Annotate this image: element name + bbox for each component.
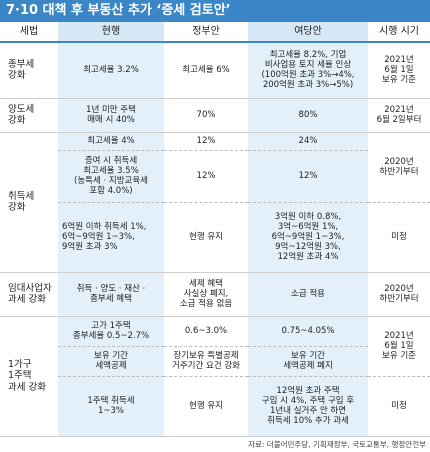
header-ruling-party: 여당안 xyxy=(248,22,368,43)
cell-ruling-party: 12억원 초과 주택 구입 시 4%, 주택 구입 후 1년내 실거주 안 하면 취득… xyxy=(248,376,368,437)
cell-effective: 미정 xyxy=(368,376,430,437)
cell-government: 0.6~3.0% xyxy=(164,316,248,347)
cell-effective: 2021년 6월 1일 보유 기준 xyxy=(368,316,430,377)
header-current: 현행 xyxy=(58,22,164,43)
cell-ruling-party: 소급 적용 xyxy=(248,272,368,317)
header-government: 정부안 xyxy=(164,22,248,43)
cell-ruling-party: 80% xyxy=(248,98,368,133)
table-row: 양도세 강화 1년 미만 주택 매매 시 40% 70% 80% 2021년 6월 2… xyxy=(0,98,430,133)
page-title: 7·10 대책 후 부동산 추가 ‘증세 검토안’ xyxy=(0,0,430,22)
cell-current: 취득 · 양도 · 재산 · 종부세 혜택 xyxy=(58,272,164,317)
row-label-one-house: 1가구 1주택 과세 강화 xyxy=(0,316,58,437)
cell-current: 최고세율 3.2% xyxy=(58,42,164,99)
cell-effective: 2020년 하반기부터 xyxy=(368,272,430,317)
cell-effective: 미정 xyxy=(368,202,430,273)
cell-ruling-party: 0.75~4.05% xyxy=(248,316,368,347)
row-label-acquisition: 취득세 강화 xyxy=(0,132,58,273)
cell-government: 현행 유지 xyxy=(164,376,248,437)
table-row: 6억원 이하 취득세 1%, 6억~9억원 1~3%, 9억원 초과 3% 현행 유… xyxy=(0,202,430,273)
tax-comparison-table: 세법 현행 정부안 여당안 시행 시기 종부세 강화 최고세율 3.2% 최고세율… xyxy=(0,22,430,437)
row-label-transfer: 양도세 강화 xyxy=(0,98,58,133)
cell-ruling-party: 최고세율 8.2%, 기업 비사업용 토지 세율 인상 (100억원 초과 3%→4… xyxy=(248,42,368,99)
row-label-comprehensive: 종부세 강화 xyxy=(0,42,58,99)
cell-government: 70% xyxy=(164,98,248,133)
table-row: 보유 기간 세액공제 장기보유 특별공제 거주기간 요건 강화 보유 기간 세액공제 … xyxy=(0,346,430,377)
header-row: 세법 현행 정부안 여당안 시행 시기 xyxy=(0,22,430,43)
cell-government: 12% xyxy=(164,150,248,203)
cell-current: 증여 시 취득세 최고세율 3.5% (농특세 · 지방교육세 포함 4.0%) xyxy=(58,150,164,203)
table-row: 증여 시 취득세 최고세율 3.5% (농특세 · 지방교육세 포함 4.0%) 12… xyxy=(0,150,430,203)
header-category: 세법 xyxy=(0,22,58,43)
cell-effective: 2021년 6월 2일부터 xyxy=(368,98,430,133)
cell-current: 고가 1주택 종부세율 0.5~2.7% xyxy=(58,316,164,347)
table-row: 임대사업자 과세 강화 취득 · 양도 · 재산 · 종부세 혜택 세제 혜택 사실상… xyxy=(0,272,430,317)
table-row: 종부세 강화 최고세율 3.2% 최고세율 6% 최고세율 8.2%, 기업 비사업… xyxy=(0,42,430,99)
cell-government: 세제 혜택 사실상 폐지, 소급 적용 없음 xyxy=(164,272,248,317)
cell-government: 12% xyxy=(164,132,248,151)
table-row: 1가구 1주택 과세 강화 고가 1주택 종부세율 0.5~2.7% 0.6~3.0%… xyxy=(0,316,430,437)
cell-ruling-party: 24% xyxy=(248,132,368,151)
cell-effective: 2020년 하반기부터 xyxy=(368,132,430,203)
table-row: 1주택 취득세 1~3% 현행 유지 12억원 초과 주택 구입 시 4%, 주택 … xyxy=(0,376,430,437)
cell-ruling-party: 3억원 이하 0.8%, 3억~6억원 1%, 6억~9억원 1~3%, 9억~12억… xyxy=(248,202,368,273)
table-row: 취득세 강화 최고세율 4% 12% 24% 2020년 하반기부터 xyxy=(0,132,430,273)
cell-current: 보유 기간 세액공제 xyxy=(58,346,164,377)
source-note: 자료: 더불어민주당, 기획재정부, 국토교통부, 행정안전부 xyxy=(248,440,426,449)
cell-ruling-party: 보유 기간 세액공제 폐지 xyxy=(248,346,368,377)
cell-government: 장기보유 특별공제 거주기간 요건 강화 xyxy=(164,346,248,377)
cell-current: 1년 미만 주택 매매 시 40% xyxy=(58,98,164,133)
row-label-rental: 임대사업자 과세 강화 xyxy=(0,272,58,317)
cell-effective: 2021년 6월 1일 보유 기준 xyxy=(368,42,430,99)
cell-current: 6억원 이하 취득세 1%, 6억~9억원 1~3%, 9억원 초과 3% xyxy=(58,202,164,273)
cell-ruling-party: 12% xyxy=(248,150,368,203)
cell-current: 최고세율 4% xyxy=(58,132,164,151)
cell-current: 1주택 취득세 1~3% xyxy=(58,376,164,437)
cell-government: 최고세율 6% xyxy=(164,42,248,99)
cell-government: 현행 유지 xyxy=(164,202,248,273)
header-effective: 시행 시기 xyxy=(368,22,430,43)
